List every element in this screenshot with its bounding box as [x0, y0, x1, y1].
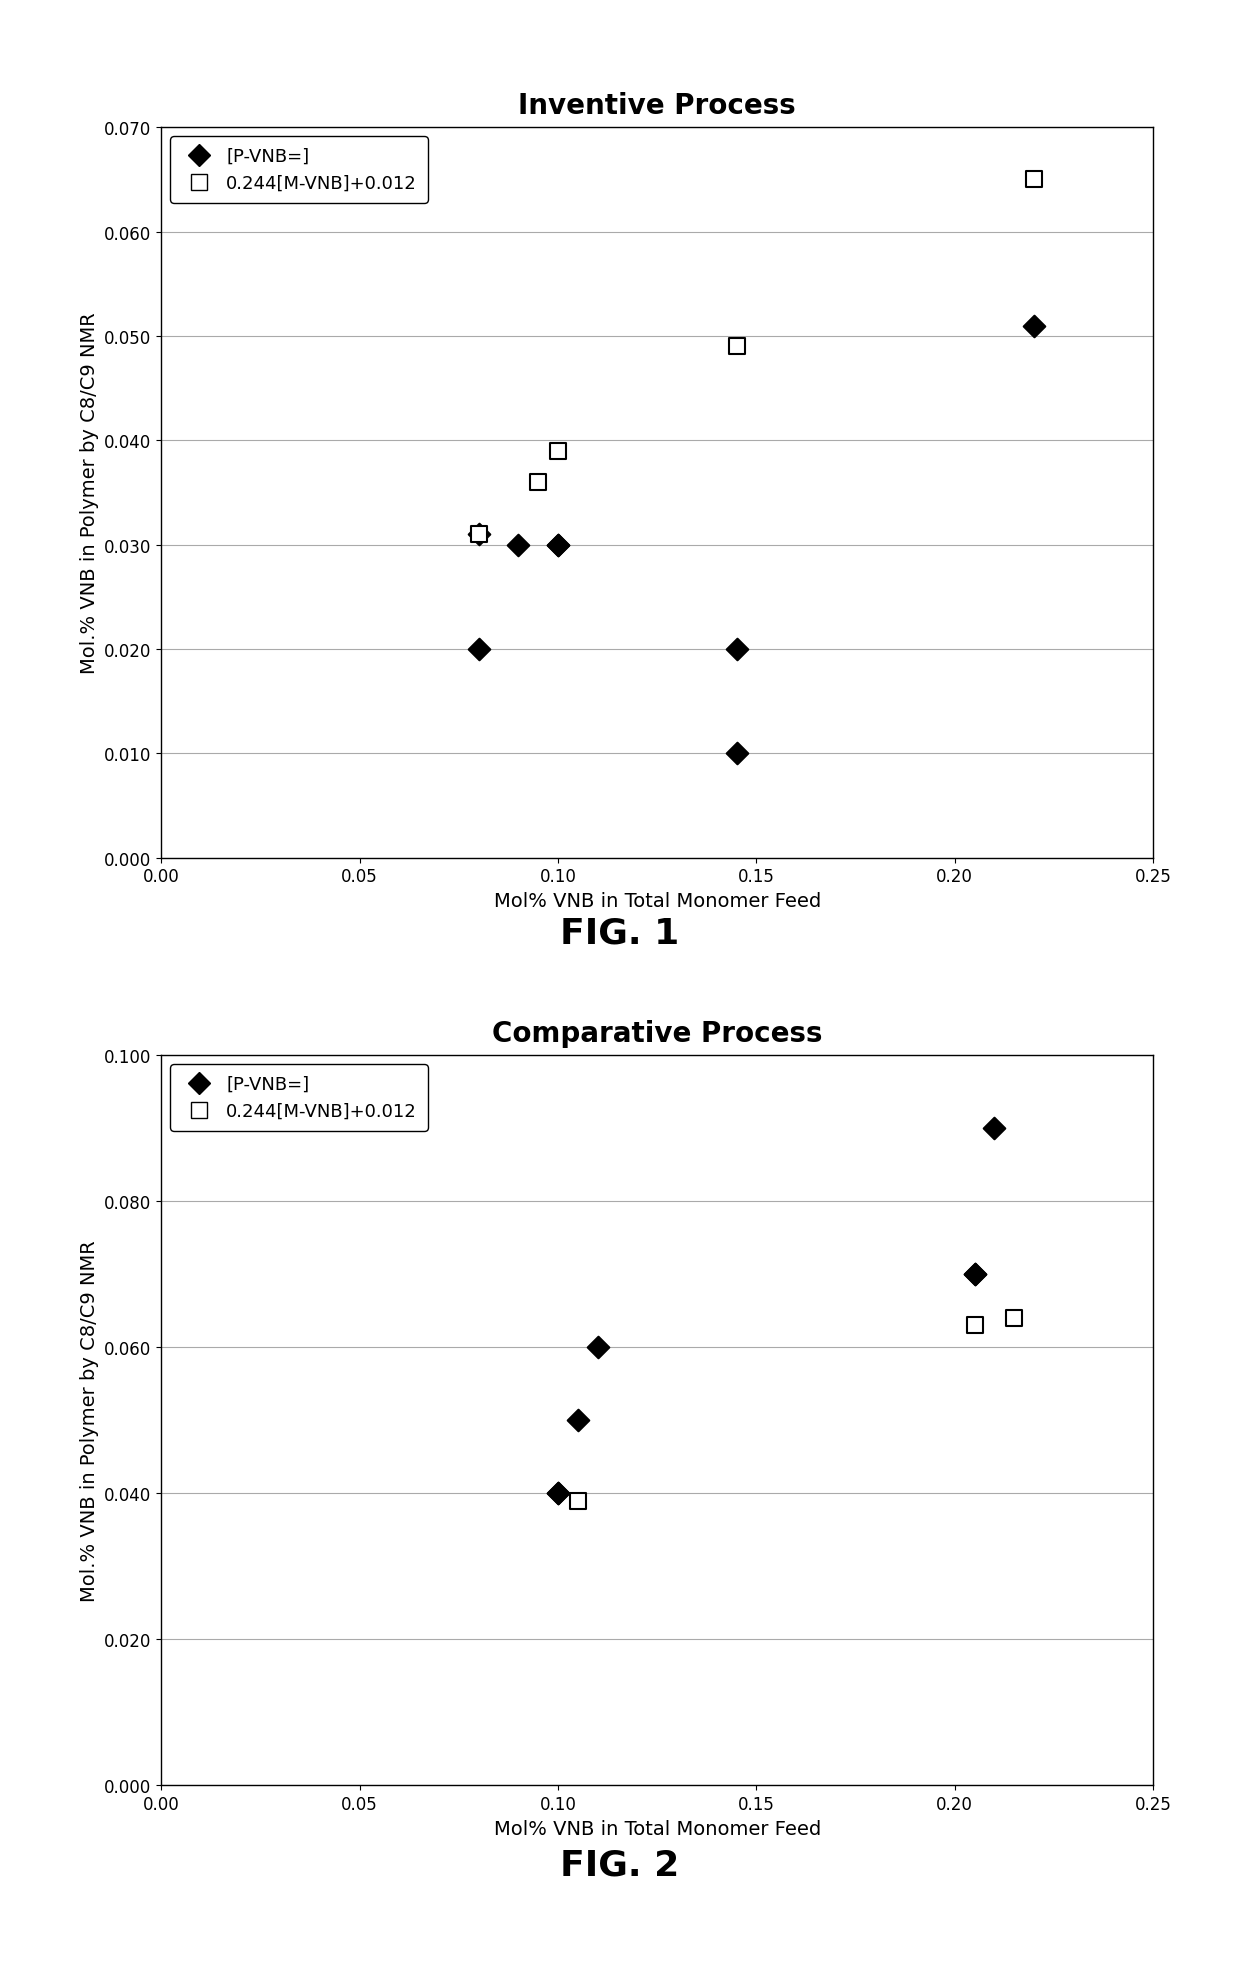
- Point: [965, 1310, 985, 1342]
- Point: [1024, 164, 1044, 195]
- Point: [568, 1486, 588, 1517]
- Point: [588, 1332, 608, 1363]
- Y-axis label: Mol.% VNB in Polymer by C8/C9 NMR: Mol.% VNB in Polymer by C8/C9 NMR: [79, 312, 98, 675]
- Point: [548, 1478, 568, 1509]
- Legend: [P-VNB=], 0.244[M-VNB]+0.012: [P-VNB=], 0.244[M-VNB]+0.012: [170, 138, 428, 203]
- Y-axis label: Mol.% VNB in Polymer by C8/C9 NMR: Mol.% VNB in Polymer by C8/C9 NMR: [79, 1239, 98, 1602]
- Title: Comparative Process: Comparative Process: [492, 1020, 822, 1048]
- Title: Inventive Process: Inventive Process: [518, 93, 796, 120]
- Point: [548, 529, 568, 560]
- Point: [548, 529, 568, 560]
- Text: FIG. 2: FIG. 2: [560, 1847, 680, 1882]
- Point: [568, 1405, 588, 1436]
- Point: [469, 519, 489, 550]
- Point: [548, 1478, 568, 1509]
- Point: [1004, 1302, 1024, 1334]
- Point: [469, 633, 489, 665]
- Point: [727, 633, 746, 665]
- X-axis label: Mol% VNB in Total Monomer Feed: Mol% VNB in Total Monomer Feed: [494, 1819, 821, 1837]
- Point: [508, 529, 528, 560]
- X-axis label: Mol% VNB in Total Monomer Feed: Mol% VNB in Total Monomer Feed: [494, 892, 821, 910]
- Point: [1024, 310, 1044, 341]
- Point: [528, 468, 548, 499]
- Point: [727, 331, 746, 363]
- Text: FIG. 1: FIG. 1: [560, 915, 680, 951]
- Point: [727, 738, 746, 769]
- Point: [469, 519, 489, 550]
- Point: [985, 1113, 1004, 1144]
- Point: [965, 1259, 985, 1290]
- Legend: [P-VNB=], 0.244[M-VNB]+0.012: [P-VNB=], 0.244[M-VNB]+0.012: [170, 1065, 428, 1131]
- Point: [965, 1259, 985, 1290]
- Point: [548, 436, 568, 468]
